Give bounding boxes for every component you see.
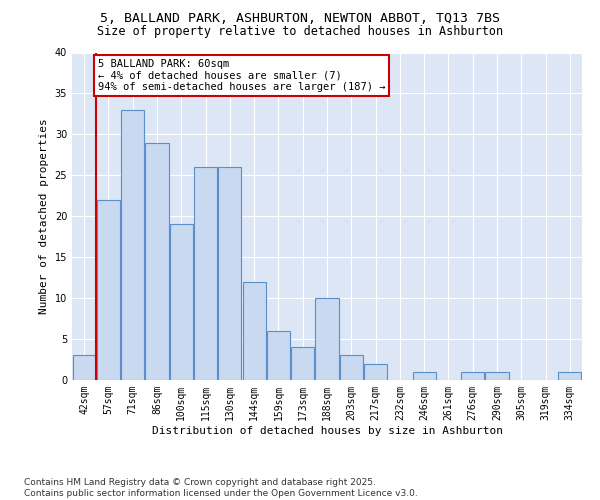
Bar (267, 331, 290, 380)
Bar (218, 167, 241, 380)
X-axis label: Distribution of detached houses by size in Ashburton: Distribution of detached houses by size … (151, 426, 503, 436)
Bar (145, 142, 169, 380)
Bar (121, 110, 144, 380)
Bar (73, 356, 95, 380)
Bar (242, 282, 266, 380)
Bar (364, 364, 387, 380)
Text: Contains HM Land Registry data © Crown copyright and database right 2025.
Contai: Contains HM Land Registry data © Crown c… (24, 478, 418, 498)
Text: 5 BALLAND PARK: 60sqm
← 4% of detached houses are smaller (7)
94% of semi-detach: 5 BALLAND PARK: 60sqm ← 4% of detached h… (97, 59, 385, 92)
Bar (316, 298, 338, 380)
Text: 5, BALLAND PARK, ASHBURTON, NEWTON ABBOT, TQ13 7BS: 5, BALLAND PARK, ASHBURTON, NEWTON ABBOT… (100, 12, 500, 26)
Y-axis label: Number of detached properties: Number of detached properties (39, 118, 49, 314)
Bar (97, 200, 120, 380)
Text: Size of property relative to detached houses in Ashburton: Size of property relative to detached ho… (97, 25, 503, 38)
Bar (413, 372, 436, 380)
Bar (291, 347, 314, 380)
Bar (461, 372, 484, 380)
Bar (485, 372, 509, 380)
Bar (340, 356, 363, 380)
Bar (194, 167, 217, 380)
Bar (170, 224, 193, 380)
Bar (559, 372, 581, 380)
